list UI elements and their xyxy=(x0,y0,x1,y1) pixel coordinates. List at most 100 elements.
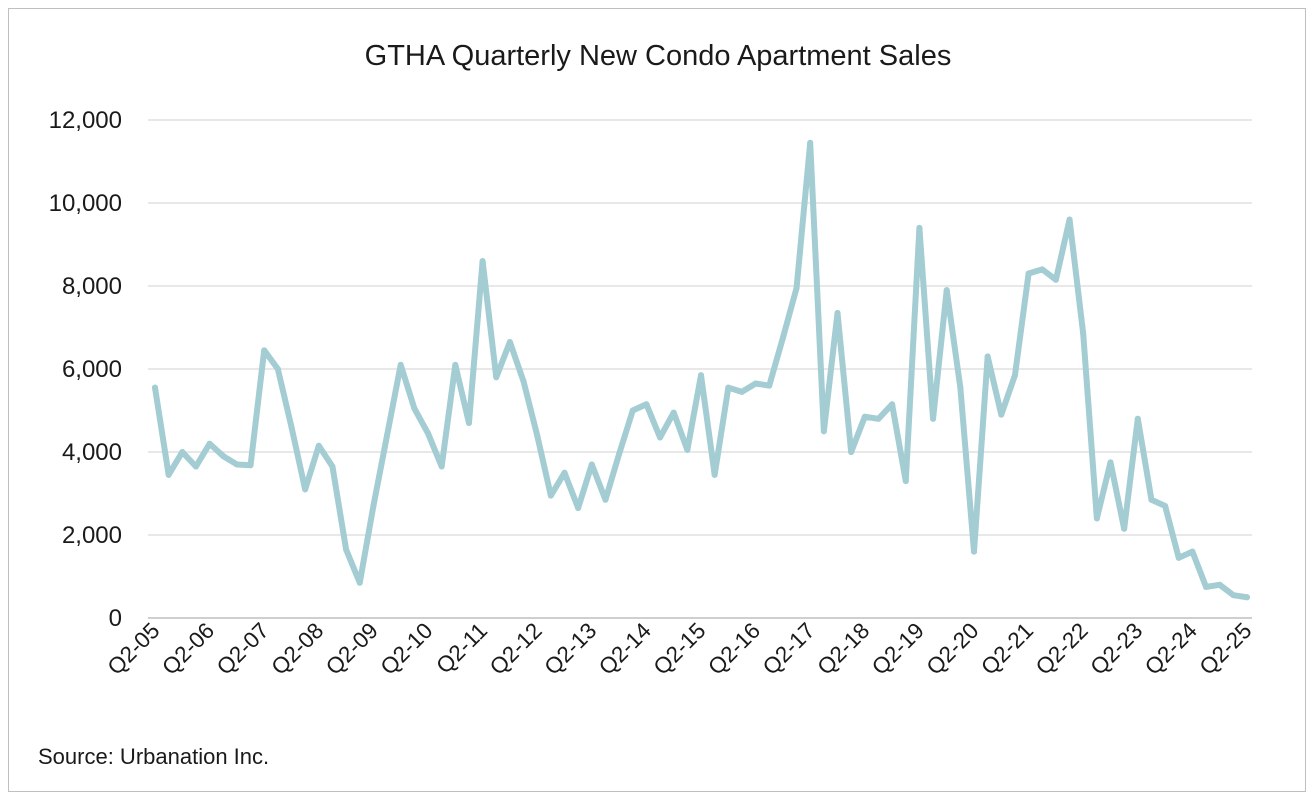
data-point xyxy=(670,409,677,416)
data-point xyxy=(247,462,254,469)
data-point xyxy=(165,471,172,478)
data-point xyxy=(370,502,377,509)
x-tick-label: Q2-10 xyxy=(376,618,438,680)
data-point xyxy=(465,419,472,426)
data-point xyxy=(411,405,418,412)
data-point xyxy=(520,378,527,385)
data-point xyxy=(561,469,568,476)
data-point xyxy=(725,384,732,391)
data-point xyxy=(493,374,500,381)
x-tick-label: Q2-16 xyxy=(703,618,765,680)
x-tick-label: Q2-08 xyxy=(266,618,328,680)
y-tick-label: 10,000 xyxy=(49,190,122,217)
x-tick-label: Q2-18 xyxy=(812,618,874,680)
data-point xyxy=(861,413,868,420)
data-point xyxy=(1121,525,1128,532)
data-point xyxy=(957,384,964,391)
data-point xyxy=(875,415,882,422)
data-point xyxy=(657,434,664,441)
x-tick-label: Q2-24 xyxy=(1140,618,1202,680)
data-point xyxy=(506,339,513,346)
data-point xyxy=(902,478,909,485)
data-point xyxy=(766,382,773,389)
data-point xyxy=(315,442,322,449)
data-point xyxy=(834,309,841,316)
chart-title: GTHA Quarterly New Condo Apartment Sales xyxy=(364,40,952,72)
data-point xyxy=(1011,372,1018,379)
data-point xyxy=(1025,270,1032,277)
data-point xyxy=(425,430,431,437)
data-point xyxy=(220,453,227,460)
data-point xyxy=(206,440,213,447)
data-point xyxy=(575,505,582,512)
x-tick-label: Q2-09 xyxy=(321,618,383,680)
x-tick-label: Q2-14 xyxy=(594,618,656,680)
data-point xyxy=(1175,554,1182,561)
data-point xyxy=(752,380,759,387)
x-tick-label: Q2-23 xyxy=(1085,618,1147,680)
sales-series-line xyxy=(152,139,1250,601)
data-point xyxy=(1230,592,1237,599)
data-point xyxy=(152,384,158,391)
data-point xyxy=(998,411,1005,418)
source-note: Source: Urbanation Inc. xyxy=(38,744,270,769)
y-tick-label: 2,000 xyxy=(62,522,122,549)
x-tick-label: Q2-12 xyxy=(485,618,547,680)
x-tick-label: Q2-21 xyxy=(976,618,1038,680)
x-tick-label: Q2-07 xyxy=(212,618,274,680)
y-tick-label: 4,000 xyxy=(62,439,122,466)
data-point xyxy=(930,415,937,422)
data-point xyxy=(329,463,336,470)
data-point xyxy=(1039,266,1046,273)
data-point xyxy=(793,285,800,292)
data-point xyxy=(1093,515,1100,522)
data-point xyxy=(820,428,827,435)
x-tick-label: Q2-19 xyxy=(867,618,929,680)
data-point xyxy=(1134,415,1141,422)
y-axis-ticks: 0 2,000 4,000 6,000 8,000 10,000 12,000 xyxy=(49,107,122,632)
x-tick-label: Q2-15 xyxy=(649,618,711,680)
x-tick-label: Q2-22 xyxy=(1031,618,1093,680)
data-point xyxy=(261,347,268,354)
x-tick-label: Q2-20 xyxy=(922,618,984,680)
data-point xyxy=(1052,276,1059,283)
data-point xyxy=(356,579,363,586)
data-point xyxy=(588,461,595,468)
y-tick-label: 0 xyxy=(109,605,122,632)
data-point xyxy=(984,353,991,360)
data-point xyxy=(274,366,281,372)
x-tick-label: Q2-06 xyxy=(157,618,219,680)
x-axis-ticks: Q2-05Q2-06Q2-07Q2-08Q2-09Q2-10Q2-11Q2-12… xyxy=(103,618,1257,680)
data-point xyxy=(452,361,459,368)
data-point xyxy=(1148,496,1155,503)
data-point xyxy=(1189,548,1196,555)
data-point xyxy=(779,334,786,341)
data-point xyxy=(438,463,445,470)
gridlines xyxy=(148,119,1252,619)
data-point xyxy=(616,451,623,458)
data-point xyxy=(1203,583,1210,590)
data-point xyxy=(547,492,554,499)
data-point xyxy=(534,432,541,439)
data-point xyxy=(684,446,691,453)
data-point xyxy=(179,449,186,455)
data-point xyxy=(233,461,240,468)
data-point xyxy=(1162,502,1169,509)
data-point xyxy=(343,546,350,553)
y-tick-label: 12,000 xyxy=(49,107,122,134)
data-point xyxy=(1066,216,1073,223)
data-point xyxy=(971,548,977,555)
data-point xyxy=(848,449,855,455)
x-tick-label: Q2-17 xyxy=(758,618,820,680)
data-point xyxy=(698,372,704,379)
data-point xyxy=(1080,330,1087,337)
x-tick-label: Q2-13 xyxy=(539,618,601,680)
data-point xyxy=(711,471,718,478)
x-tick-label: Q2-25 xyxy=(1195,618,1257,680)
data-points xyxy=(152,139,1250,601)
y-tick-label: 8,000 xyxy=(62,273,122,300)
data-point xyxy=(397,361,404,368)
data-point xyxy=(643,401,650,408)
data-point xyxy=(807,139,814,146)
data-point xyxy=(479,258,486,265)
